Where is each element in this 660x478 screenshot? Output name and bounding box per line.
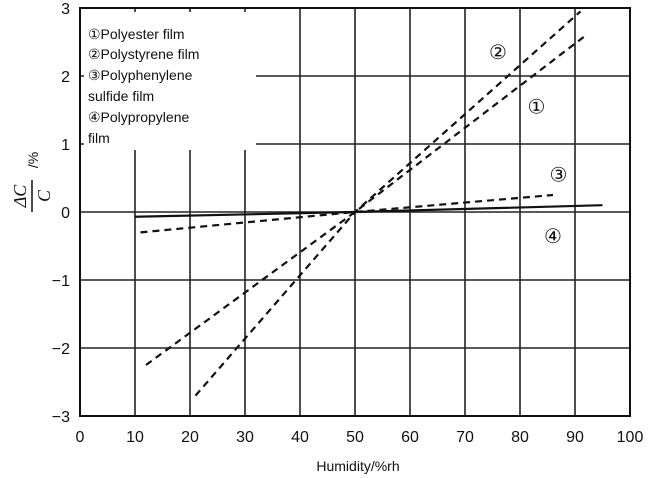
legend-item-pps-line1: ③Polyphenylene: [88, 67, 193, 83]
legend-background: [84, 12, 256, 150]
legend-item-pp-line2: film: [88, 130, 110, 146]
plot-frame: [79, 7, 631, 417]
legend-item-polyester: ①Polyester film: [88, 26, 185, 42]
x-tick-label: 10: [126, 429, 144, 446]
x-tick-label: 20: [181, 429, 199, 446]
series-layer: ① ② ③ ④: [134, 10, 603, 397]
series-line-polyester: [145, 34, 587, 366]
x-tick-label: 70: [456, 429, 474, 446]
legend-item-polystyrene: ②Polystyrene film: [88, 46, 199, 62]
y-tick-label: 1: [61, 137, 70, 154]
x-tick-label: 30: [236, 429, 254, 446]
series-marker-polypropylene: ④: [544, 224, 562, 248]
x-tick-label: 90: [566, 429, 584, 446]
legend-item-pp-line1: ④Polypropylene: [88, 109, 189, 125]
series-line-polyphenylene-sulfide: [140, 193, 554, 234]
x-axis-title: Humidity/%rh: [316, 458, 399, 474]
x-tick-label: 60: [401, 429, 419, 446]
x-tick-label: 0: [76, 429, 85, 446]
legend-item-polypropylene: ④Polypropylene film: [88, 109, 193, 146]
y-axis-unit: /%: [25, 152, 41, 168]
y-tick-label: −2: [52, 341, 70, 358]
y-axis-denominator: C: [34, 189, 54, 202]
y-tick-label: 0: [61, 205, 70, 222]
series-marker-polyphenylene-sulfide: ③: [550, 163, 568, 187]
y-tick-label: 2: [61, 69, 70, 86]
series-line-polypropylene: [134, 204, 603, 218]
y-tick-label: −1: [52, 273, 70, 290]
x-tick-label: 40: [291, 429, 309, 446]
x-tick-label: 50: [346, 429, 364, 446]
legend-item-polyphenylene-sulfide: ③Polyphenylene sulfide film: [88, 67, 196, 104]
y-tick-label: 3: [61, 1, 70, 18]
series-marker-polyester: ①: [528, 95, 546, 119]
legend-item-pps-line2: sulfide film: [88, 88, 154, 104]
legend: ①Polyester film ②Polystyrene film ③Polyp…: [84, 12, 256, 150]
series-marker-polystyrene: ②: [489, 40, 507, 64]
y-axis-numerator: ΔC: [10, 184, 30, 209]
y-tick-label: −3: [52, 409, 70, 426]
x-tick-label: 100: [617, 429, 644, 446]
y-axis-title: ΔC C /%: [10, 152, 54, 212]
tick-labels: 0 10 20 30 40 50 60 70 80 90 100 −3 −2 −1 0 1 2 3: [52, 1, 644, 446]
x-tick-label: 80: [511, 429, 529, 446]
